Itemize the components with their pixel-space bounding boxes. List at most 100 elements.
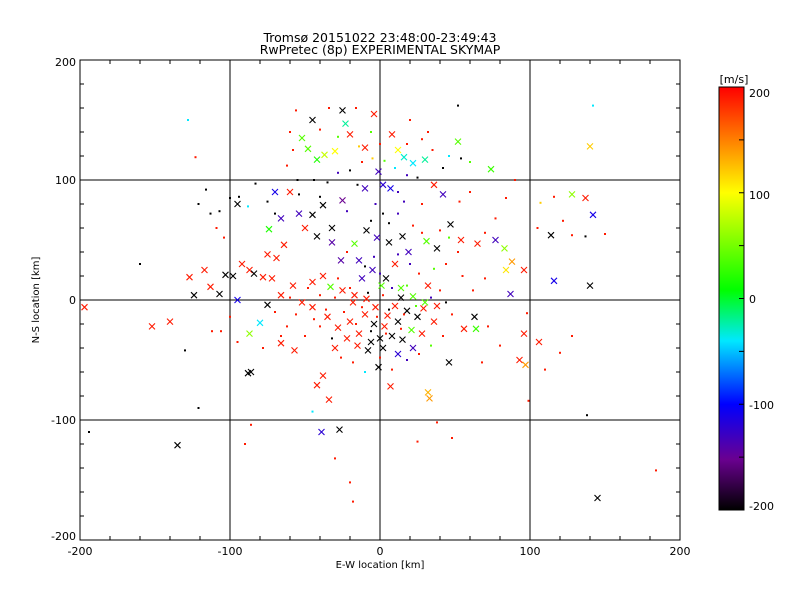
dot-marker bbox=[229, 315, 231, 318]
cross-stroke bbox=[370, 110, 378, 118]
cross-stroke bbox=[439, 191, 447, 198]
dot-marker bbox=[409, 119, 411, 121]
cross-marker bbox=[409, 344, 417, 352]
x-tick-label: 100 bbox=[520, 545, 541, 558]
cross-stroke bbox=[319, 272, 327, 280]
dot-marker bbox=[244, 443, 246, 445]
dot-marker bbox=[445, 301, 447, 304]
y-tick-label: 0 bbox=[69, 294, 76, 307]
dot-marker bbox=[403, 200, 405, 203]
dot-marker bbox=[296, 179, 299, 181]
cross-stroke bbox=[234, 200, 241, 208]
cross-stroke bbox=[313, 156, 321, 163]
cross-stroke bbox=[516, 356, 523, 364]
cross-stroke bbox=[421, 156, 429, 163]
cross-marker bbox=[394, 146, 402, 154]
cross-stroke bbox=[373, 234, 381, 241]
cross-marker bbox=[424, 389, 432, 396]
cross-marker bbox=[277, 291, 285, 299]
cross-marker bbox=[408, 326, 415, 334]
cross-marker bbox=[148, 323, 156, 330]
cross-marker bbox=[190, 291, 198, 299]
cross-stroke bbox=[277, 215, 285, 222]
x-axis-label: E-W location [km] bbox=[336, 560, 425, 571]
cross-marker bbox=[384, 312, 391, 319]
cross-stroke bbox=[589, 211, 597, 219]
cross-marker bbox=[418, 330, 426, 337]
dot-marker bbox=[370, 330, 372, 333]
cross-stroke bbox=[361, 185, 369, 192]
cross-stroke bbox=[291, 347, 298, 354]
cross-stroke bbox=[273, 254, 280, 262]
cross-stroke bbox=[457, 236, 465, 244]
dot-marker bbox=[584, 235, 587, 238]
cross-marker bbox=[430, 318, 438, 325]
dot-marker bbox=[457, 251, 459, 253]
cross-marker bbox=[327, 283, 334, 291]
cross-marker bbox=[337, 257, 345, 264]
dot-marker bbox=[416, 440, 419, 443]
dot-marker bbox=[526, 312, 528, 315]
cross-marker bbox=[280, 241, 288, 249]
dot-marker bbox=[514, 179, 516, 181]
cross-stroke bbox=[337, 257, 345, 264]
dot-marker bbox=[346, 251, 348, 253]
dot-marker bbox=[304, 335, 306, 337]
dot-marker bbox=[352, 500, 354, 503]
cross-marker bbox=[271, 188, 279, 196]
dot-marker bbox=[379, 143, 381, 145]
cross-stroke bbox=[430, 318, 438, 325]
dot-marker bbox=[487, 325, 489, 328]
cross-stroke bbox=[342, 120, 349, 127]
cross-stroke bbox=[379, 181, 387, 189]
cross-stroke bbox=[339, 287, 346, 294]
colorbar-ticks bbox=[739, 86, 744, 511]
cross-stroke bbox=[309, 116, 316, 124]
cross-marker bbox=[516, 356, 523, 364]
dot-marker bbox=[448, 155, 450, 157]
cross-stroke bbox=[319, 201, 327, 209]
cross-stroke bbox=[547, 231, 555, 239]
dot-marker bbox=[352, 361, 354, 364]
dot-marker bbox=[571, 335, 573, 337]
cross-marker bbox=[298, 134, 306, 142]
dot-marker bbox=[394, 167, 396, 169]
dot-marker bbox=[355, 107, 357, 109]
dot-marker bbox=[184, 349, 186, 352]
dot-marker bbox=[313, 179, 315, 181]
cross-marker bbox=[295, 210, 303, 217]
dot-marker bbox=[400, 327, 402, 330]
dot-marker bbox=[430, 344, 432, 347]
cross-marker bbox=[399, 233, 406, 240]
cross-marker bbox=[273, 254, 280, 262]
cross-marker bbox=[339, 287, 346, 294]
cross-marker bbox=[568, 191, 576, 198]
cross-marker bbox=[328, 239, 336, 246]
cross-stroke bbox=[264, 301, 271, 309]
dot-marker bbox=[494, 217, 497, 220]
cross-marker bbox=[388, 131, 396, 138]
cross-stroke bbox=[381, 323, 388, 330]
dot-marker bbox=[415, 305, 417, 307]
cross-stroke bbox=[568, 191, 576, 198]
cross-stroke bbox=[418, 330, 426, 337]
cross-stroke bbox=[594, 494, 601, 502]
cross-marker bbox=[394, 350, 402, 358]
cross-stroke bbox=[384, 312, 391, 319]
cross-stroke bbox=[394, 146, 402, 154]
dot-marker bbox=[361, 306, 363, 309]
cross-stroke bbox=[346, 131, 354, 138]
dot-marker bbox=[379, 356, 381, 359]
cross-stroke bbox=[186, 273, 193, 281]
cross-marker bbox=[454, 138, 462, 145]
dot-marker bbox=[469, 161, 471, 163]
cross-stroke bbox=[351, 291, 358, 299]
dot-marker bbox=[655, 469, 657, 472]
cross-stroke bbox=[250, 270, 258, 277]
dot-marker bbox=[194, 156, 197, 159]
dot-marker bbox=[397, 212, 399, 215]
cross-marker bbox=[370, 320, 378, 328]
cross-marker bbox=[216, 290, 223, 298]
cross-stroke bbox=[246, 266, 253, 274]
cross-marker bbox=[321, 151, 328, 159]
